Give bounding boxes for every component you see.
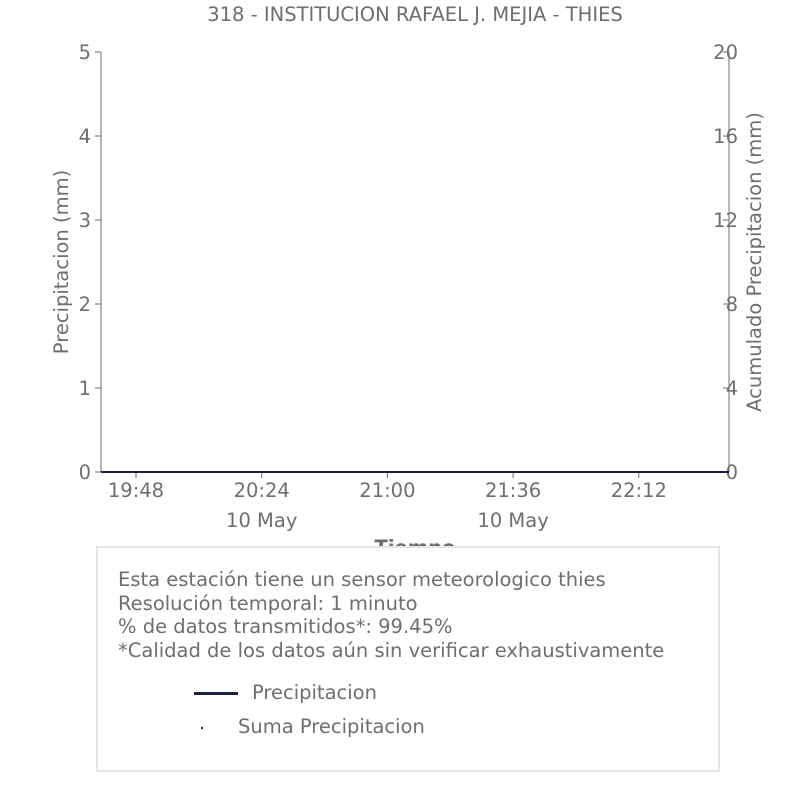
y-tick-label: 0	[79, 461, 91, 484]
info-line-sensor: Esta estación tiene un sensor meteorolog…	[118, 568, 606, 591]
legend-label: Precipitacion	[252, 681, 377, 704]
chart-title: 318 - INSTITUCION RAFAEL J. MEJIA - THIE…	[207, 3, 623, 26]
legend-label: Suma Precipitacion	[238, 715, 425, 738]
y2-axis-ticks: 0 4 8 12 16 20	[713, 41, 738, 484]
station-info-box: Esta estación tiene un sensor meteorolog…	[96, 546, 720, 772]
info-line-quality: *Calidad de los datos aún sin verificar …	[118, 638, 665, 662]
x-axis-ticks: 19:48 20:24 10 May 21:00 21:36 10 May 22:12	[108, 472, 667, 532]
y2-tick-label: 16	[713, 125, 738, 148]
y2-tick-label: 12	[713, 209, 738, 232]
x-tick-label: 20:24	[234, 479, 290, 502]
info-line-transmitted: % de datos transmitidos*: 99.45%	[118, 615, 453, 638]
y-tick-label: 3	[79, 209, 91, 232]
y-tick-label: 4	[79, 125, 91, 148]
x-tick-label: 21:36	[485, 479, 541, 502]
chart-axes	[100, 52, 730, 473]
y-axis-ticks: 0 1 2 3 4 5	[79, 41, 101, 484]
y-tick-label: 5	[79, 41, 91, 64]
station-info-text: Esta estación tiene un sensor meteorolog…	[118, 568, 664, 662]
y-tick-label: 2	[79, 293, 91, 316]
y-axis-label: Precipitacion (mm)	[50, 170, 73, 354]
x-tick-label: 21:00	[359, 479, 415, 502]
legend-dot-swatch	[201, 727, 203, 729]
x-tick-label: 19:48	[108, 479, 164, 502]
x-tick-sublabel: 10 May	[477, 509, 548, 532]
y2-tick-label: 8	[726, 293, 738, 316]
y2-axis-label: Acumulado Precipitacion (mm)	[743, 112, 766, 412]
precipitation-chart: 318 - INSTITUCION RAFAEL J. MEJIA - THIE…	[50, 3, 766, 559]
x-tick-sublabel: 10 May	[226, 509, 297, 532]
y2-tick-label: 20	[713, 41, 738, 64]
x-tick-label: 22:12	[611, 479, 667, 502]
legend-line-swatch	[194, 692, 238, 695]
y2-tick-label: 4	[726, 377, 738, 400]
y-tick-label: 1	[79, 377, 91, 400]
y2-tick-label: 0	[726, 461, 738, 484]
info-line-resolution: Resolución temporal: 1 minuto	[118, 591, 418, 615]
